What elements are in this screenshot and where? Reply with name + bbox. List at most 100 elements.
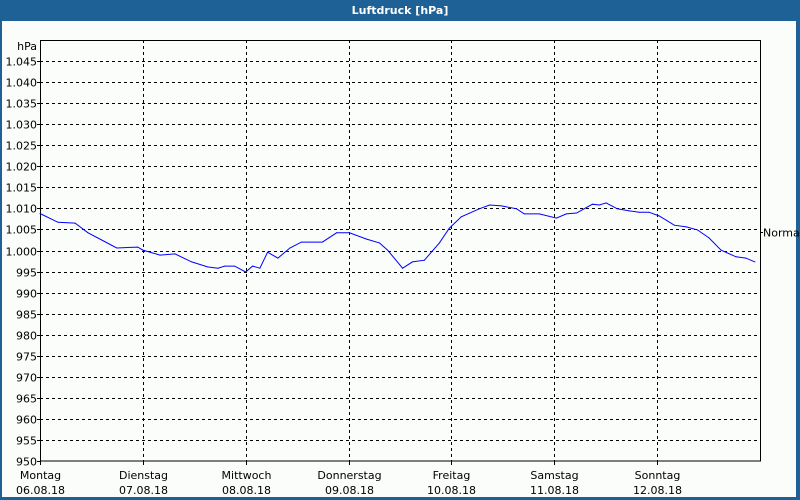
y-tick-label: 960 (16, 414, 37, 427)
data-point (555, 217, 557, 219)
x-tick-date-label: 06.08.18 (16, 484, 65, 497)
data-point (336, 232, 338, 234)
data-point (289, 247, 291, 249)
data-point (39, 213, 41, 214)
data-point (754, 261, 756, 263)
y-tick-label: 995 (16, 267, 37, 280)
y-tick-label: 980 (16, 330, 37, 343)
data-point (300, 241, 302, 243)
y-axis-unit-label: hPa (17, 40, 37, 53)
data-point (402, 267, 404, 269)
data-point (277, 257, 279, 259)
x-tick-day-label: Sonntag (635, 469, 681, 482)
x-tick-date-label: 12.08.18 (633, 484, 682, 497)
y-tick-label: 965 (16, 393, 37, 406)
x-tick-day-label: Mittwoch (222, 469, 272, 482)
data-point (696, 229, 698, 231)
data-point (523, 213, 525, 215)
y-tick-label: 955 (16, 435, 37, 448)
x-tick-date-label: 10.08.18 (427, 484, 476, 497)
data-point (460, 216, 462, 218)
data-point (116, 247, 118, 249)
window-title-bar: Luftdruck [hPa] (0, 0, 800, 21)
data-point (159, 254, 161, 256)
data-point (501, 205, 503, 207)
data-point (708, 237, 710, 239)
data-point (628, 210, 630, 212)
chart-panel (2, 21, 796, 497)
reference: Normal (760, 227, 800, 240)
y-tick-label: 1.015 (6, 182, 38, 195)
data-point (616, 208, 618, 210)
data-point (605, 202, 607, 204)
y-tick-label: 1.035 (6, 98, 38, 111)
y-tick-label: 1.000 (6, 246, 38, 259)
data-point (217, 267, 219, 269)
data-point (74, 222, 76, 224)
y-tick-label: 1.010 (6, 203, 38, 216)
data-point (387, 249, 389, 251)
data-point (423, 259, 425, 261)
data-point (538, 213, 540, 215)
data-point (673, 224, 675, 226)
y-tick-label: 990 (16, 288, 37, 301)
data-point (448, 227, 450, 229)
y-tick-label: 975 (16, 351, 37, 364)
x-tick-date-label: 09.08.18 (325, 484, 374, 497)
data-point (591, 203, 593, 205)
y-tick-label: 985 (16, 309, 37, 322)
y-tick-label: 1.030 (6, 119, 38, 132)
data-point (224, 265, 226, 267)
data-point (101, 239, 103, 241)
data-point (191, 261, 193, 263)
data-point (658, 215, 660, 217)
data-point (438, 242, 440, 244)
normal-label: Normal (763, 227, 800, 240)
data-point (87, 232, 89, 234)
data-point (735, 256, 737, 258)
data-point (685, 226, 687, 228)
x-tick-day-label: Montag (20, 469, 61, 482)
data-point (378, 242, 380, 244)
data-point (366, 238, 368, 240)
x-tick-day-label: Samstag (530, 469, 578, 482)
data-point (57, 221, 59, 223)
x-tick-day-label: Freitag (433, 469, 471, 482)
y-tick-label: 1.025 (6, 140, 38, 153)
series-line (39, 202, 756, 273)
data-point (245, 271, 247, 273)
data-point (565, 213, 567, 215)
y-tick-label: 1.005 (6, 224, 38, 237)
data-point (234, 265, 236, 267)
series-points (39, 202, 756, 273)
x-axis: Montag 06.08.18 Dienstag 07.08.18 Mittwoch 08… (16, 461, 682, 497)
x-tick-date-label: 08.08.18 (222, 484, 271, 497)
data-point (207, 266, 209, 268)
data-point (478, 208, 480, 210)
data-point (638, 211, 640, 213)
y-tick-label: 1.020 (6, 161, 38, 174)
data-point (489, 204, 491, 206)
x-tick-day-label: Dienstag (119, 469, 168, 482)
y-tick-label: 1.040 (6, 77, 38, 90)
y-tick-label: 950 (16, 456, 37, 469)
data-point (516, 208, 518, 210)
grid (40, 40, 760, 461)
data-point (745, 257, 747, 259)
data-point (252, 265, 254, 267)
data-point (174, 253, 176, 255)
data-point (267, 251, 269, 253)
data-point (321, 241, 323, 243)
data-point (598, 204, 600, 206)
data-point (137, 246, 139, 248)
x-tick-date-label: 11.08.18 (530, 484, 579, 497)
data-point (411, 261, 413, 263)
data-point (720, 249, 722, 251)
x-tick-day-label: Donnerstag (317, 469, 381, 482)
y-axis: 950 955 960 965 970 975 980 985 990 995 1.000 1.005… (6, 56, 40, 469)
window-title: Luftdruck [hPa] (351, 4, 449, 17)
plot-frame (40, 40, 761, 462)
x-tick-date-label: 07.08.18 (119, 484, 168, 497)
data-point (576, 212, 578, 214)
y-tick-label: 970 (16, 372, 37, 385)
